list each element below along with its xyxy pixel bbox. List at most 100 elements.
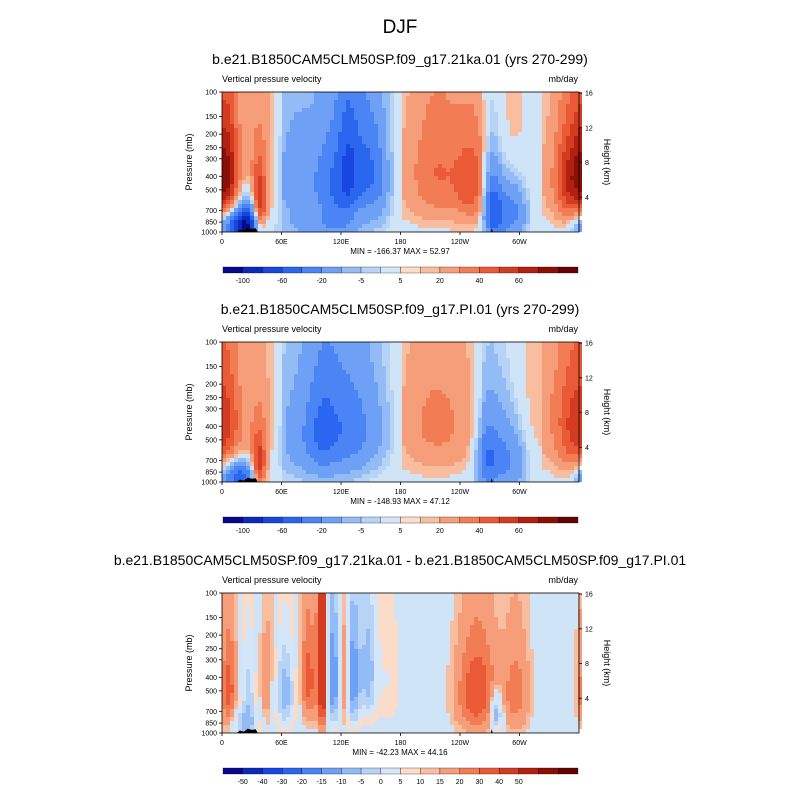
contour-cell (414, 168, 418, 172)
contour-cell (230, 370, 234, 374)
contour-cell (302, 410, 306, 414)
contour-cell (330, 104, 334, 108)
contour-cell (314, 346, 318, 350)
contour-cell (402, 152, 406, 156)
contour-cell (362, 212, 366, 216)
contour-cell (438, 426, 442, 430)
contour-cell (262, 156, 266, 160)
contour-cell (246, 148, 250, 152)
contour-cell (442, 394, 446, 398)
contour-cell (494, 208, 498, 212)
contour-cell (330, 406, 334, 410)
contour-cell (378, 188, 382, 192)
contour-cell (334, 144, 338, 148)
contour-cell (282, 104, 286, 108)
contour-cell (538, 410, 542, 414)
contour-cell (286, 362, 290, 366)
contour-cell (366, 386, 370, 390)
contour-cell (350, 358, 354, 362)
terrain-mask-2 (490, 228, 493, 232)
contour-cell (338, 438, 342, 442)
contour-cell (486, 402, 490, 406)
contour-cell (474, 108, 478, 112)
contour-cell (366, 442, 370, 446)
contour-cell (310, 176, 314, 180)
contour-cell (502, 430, 506, 434)
contour-cell (482, 390, 486, 394)
contour-cell (410, 442, 414, 446)
contour-cell (234, 342, 238, 346)
contour-cell (418, 148, 422, 152)
contour-cell (222, 390, 226, 394)
contour-cell (502, 390, 506, 394)
contour-cell (454, 224, 458, 228)
contour-cell (566, 196, 570, 200)
contour-cell (278, 144, 282, 148)
contour-cell (450, 370, 454, 374)
contour-cell (334, 168, 338, 172)
contour-cell (430, 192, 434, 196)
contour-cell (302, 128, 306, 132)
contour-cell (334, 382, 338, 386)
contour-cell (242, 204, 246, 208)
contour-cell (314, 394, 318, 398)
contour-cell (422, 144, 426, 148)
contour-cell (438, 196, 442, 200)
contour-cell (466, 184, 470, 188)
contour-cell (574, 100, 578, 104)
contour-cell (354, 144, 358, 148)
contour-cell (354, 104, 358, 108)
contour-cell (262, 422, 266, 426)
contour-cell (314, 438, 318, 442)
contour-cell (294, 350, 298, 354)
contour-cell (306, 366, 310, 370)
contour-cell (238, 398, 242, 402)
contour-cell (442, 168, 446, 172)
contour-cell (258, 212, 262, 216)
contour-cell (346, 184, 350, 188)
contour-cell (382, 342, 386, 346)
contour-cell (390, 184, 394, 188)
contour-cell (238, 422, 242, 426)
contour-cell (314, 100, 318, 104)
contour-cell (418, 224, 422, 228)
contour-cell (430, 212, 434, 216)
contour-cell (578, 430, 582, 434)
contour-cell (578, 208, 582, 212)
contour-cell (478, 188, 482, 192)
contour-cell (426, 96, 430, 100)
contour-cell (322, 152, 326, 156)
contour-cell (434, 350, 438, 354)
contour-cell (290, 374, 294, 378)
contour-cell (446, 196, 450, 200)
contour-cell (510, 164, 514, 168)
contour-cell (242, 414, 246, 418)
contour-cell (506, 164, 510, 168)
contour-cell (458, 188, 462, 192)
contour-cell (318, 200, 322, 204)
contour-cell (518, 228, 522, 232)
contour-cell (286, 140, 290, 144)
contour-cell (282, 378, 286, 382)
contour-cell (574, 354, 578, 358)
contour-cell (294, 168, 298, 172)
contour-cell (578, 370, 582, 374)
contour-cell (390, 212, 394, 216)
contour-cell (354, 438, 358, 442)
contour-cell (222, 430, 226, 434)
contour-cell (234, 128, 238, 132)
contour-cell (566, 346, 570, 350)
contour-cell (490, 132, 494, 136)
contour-cell (222, 132, 226, 136)
contour-cell (362, 184, 366, 188)
contour-cell (506, 406, 510, 410)
contour-cell (258, 196, 262, 200)
contour-cell (438, 386, 442, 390)
contour-cell (302, 208, 306, 212)
contour-cell (410, 370, 414, 374)
contour-cell (574, 144, 578, 148)
contour-cell (414, 144, 418, 148)
contour-cell (378, 124, 382, 128)
contour-cell (430, 382, 434, 386)
contour-cell (298, 366, 302, 370)
